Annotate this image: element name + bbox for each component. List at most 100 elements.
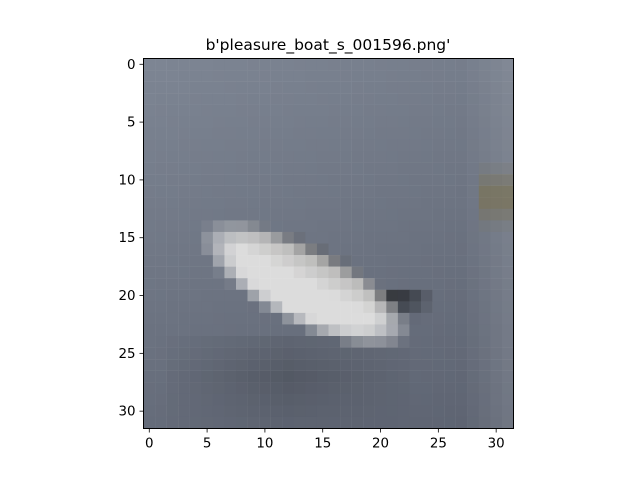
image-pixel bbox=[432, 197, 445, 210]
image-pixel bbox=[270, 301, 283, 314]
image-pixel bbox=[490, 185, 503, 198]
image-pixel bbox=[212, 324, 225, 337]
image-pixel bbox=[444, 289, 456, 302]
image-pixel bbox=[305, 370, 318, 383]
image-pixel bbox=[386, 405, 399, 418]
image-pixel bbox=[259, 58, 271, 71]
image-pixel bbox=[455, 127, 468, 140]
image-pixel bbox=[270, 347, 283, 360]
image-pixel bbox=[155, 393, 167, 406]
image-pixel bbox=[490, 324, 503, 337]
image-pixel bbox=[201, 127, 214, 140]
image-pixel bbox=[305, 208, 318, 221]
image-pixel bbox=[293, 382, 306, 395]
image-pixel bbox=[143, 347, 156, 360]
image-pixel bbox=[432, 139, 445, 152]
image-pixel bbox=[247, 127, 260, 140]
image-pixel bbox=[305, 278, 318, 290]
image-pixel bbox=[212, 231, 225, 244]
image-pixel bbox=[189, 162, 202, 175]
image-pixel bbox=[397, 127, 410, 140]
image-pixel bbox=[467, 324, 480, 337]
image-pixel bbox=[293, 243, 306, 256]
image-pixel bbox=[363, 416, 375, 429]
image-pixel bbox=[386, 324, 399, 337]
image-pixel bbox=[178, 347, 190, 360]
image-pixel bbox=[421, 208, 433, 221]
image-pixel bbox=[340, 127, 352, 140]
y-axis: 0 5 10 15 20 25 30 bbox=[118, 58, 144, 420]
image-pixel bbox=[224, 324, 237, 337]
image-pixel bbox=[340, 336, 352, 348]
image-pixel bbox=[501, 93, 514, 105]
image-pixel bbox=[351, 266, 364, 279]
image-pixel bbox=[467, 231, 480, 244]
image-pixel bbox=[155, 370, 167, 383]
image-pixel bbox=[432, 220, 445, 233]
image-pixel bbox=[166, 312, 179, 325]
image-pixel bbox=[189, 104, 202, 117]
image-pixel bbox=[293, 324, 306, 337]
image-pixel bbox=[501, 312, 514, 325]
image-pixel bbox=[212, 208, 225, 221]
image-pixel bbox=[293, 151, 306, 163]
image-pixel bbox=[143, 58, 156, 71]
image-pixel bbox=[201, 151, 214, 163]
image-pixel bbox=[397, 243, 410, 256]
image-pixel bbox=[455, 185, 468, 198]
image-pixel bbox=[490, 336, 503, 348]
image-pixel bbox=[282, 197, 295, 210]
image-pixel bbox=[178, 278, 190, 290]
image-pixel bbox=[259, 185, 271, 198]
image-pixel bbox=[224, 231, 237, 244]
image-pixel bbox=[478, 104, 491, 117]
image-pixel bbox=[490, 405, 503, 418]
image-pixel bbox=[143, 208, 156, 221]
image-pixel bbox=[363, 243, 375, 256]
image-pixel bbox=[224, 220, 237, 233]
image-pixel bbox=[501, 382, 514, 395]
image-pixel bbox=[478, 58, 491, 71]
image-pixel bbox=[178, 405, 190, 418]
image-pixel bbox=[490, 93, 503, 105]
image-pixel bbox=[490, 382, 503, 395]
image-pixel bbox=[166, 289, 179, 302]
image-pixel bbox=[501, 243, 514, 256]
image-pixel bbox=[444, 266, 456, 279]
image-pixel bbox=[201, 243, 214, 256]
image-pixel bbox=[201, 359, 214, 371]
image-pixel bbox=[155, 301, 167, 314]
image-pixel bbox=[293, 208, 306, 221]
image-pixel bbox=[212, 197, 225, 210]
image-pixel bbox=[270, 81, 283, 94]
image-pixel bbox=[490, 347, 503, 360]
image-pixel bbox=[282, 370, 295, 383]
image-pixel bbox=[236, 116, 248, 129]
image-pixel bbox=[305, 81, 318, 94]
image-pixel bbox=[455, 382, 468, 395]
image-pixel bbox=[467, 185, 480, 198]
image-pixel bbox=[236, 243, 248, 256]
image-pixel bbox=[386, 255, 399, 267]
image-pixel bbox=[212, 347, 225, 360]
image-pixel bbox=[432, 289, 445, 302]
image-pixel bbox=[270, 104, 283, 117]
image-pixel bbox=[201, 336, 214, 348]
image-pixel bbox=[166, 405, 179, 418]
image-pixel bbox=[259, 336, 271, 348]
image-pixel bbox=[305, 266, 318, 279]
image-pixel bbox=[490, 370, 503, 383]
image-pixel bbox=[212, 127, 225, 140]
image-pixel bbox=[374, 266, 387, 279]
image-pixel bbox=[247, 312, 260, 325]
image-pixel bbox=[143, 416, 156, 429]
image-pixel bbox=[421, 266, 433, 279]
image-pixel bbox=[236, 301, 248, 314]
image-pixel bbox=[224, 382, 237, 395]
image-pixel bbox=[270, 151, 283, 163]
image-pixel bbox=[363, 174, 375, 186]
image-pixel bbox=[155, 93, 167, 105]
image-pixel bbox=[363, 347, 375, 360]
image-pixel bbox=[374, 416, 387, 429]
image-pixel bbox=[444, 104, 456, 117]
